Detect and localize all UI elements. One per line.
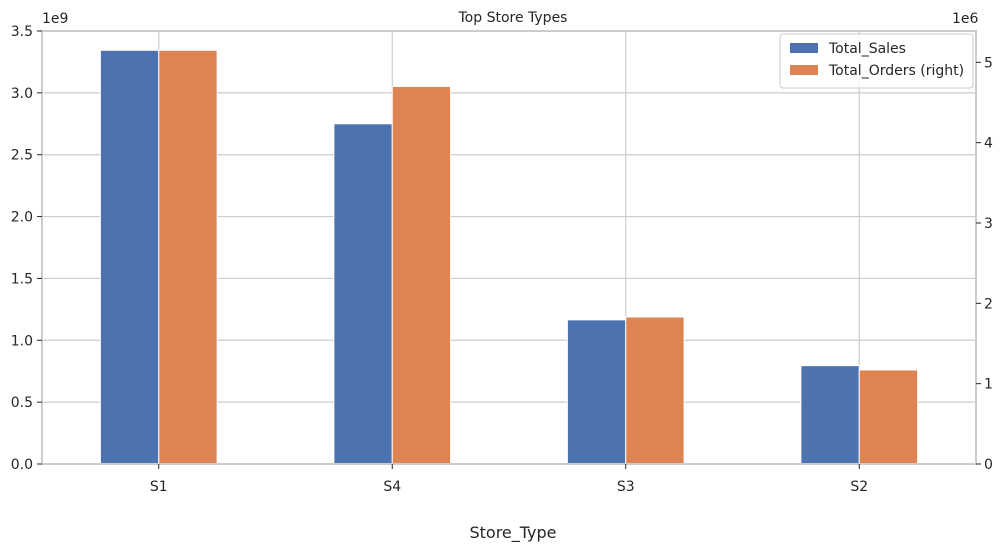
legend-swatch-total-orders [790, 65, 818, 75]
bar-total-orders-s4 [391, 85, 452, 465]
right-axis-tick-label: 5 [984, 55, 993, 71]
bar-total-sales-s4 [333, 123, 393, 465]
left-axis-tick-label: 1.5 [11, 271, 33, 287]
left-axis-tick-label: 3.0 [11, 86, 33, 102]
left-axis-tick-label: 2.5 [11, 148, 33, 164]
right-axis-tick-label: 2 [984, 296, 993, 312]
plot-frame [41, 30, 977, 465]
bar-total-orders-s2 [858, 369, 919, 465]
bar-total-sales-s1 [99, 49, 160, 465]
x-axis-tick-label: S3 [617, 479, 635, 495]
left-axis-tick-label: 0.0 [11, 457, 33, 473]
right-axis-multiplier: 1e6 [952, 11, 979, 27]
bar-total-sales-s2 [800, 365, 860, 465]
bar-total-sales-s3 [566, 319, 627, 465]
chart-title: Top Store Types [458, 10, 568, 26]
right-axis-tick-label: 3 [984, 216, 993, 232]
x-axis-tick-label: S4 [383, 479, 401, 495]
bar-total-orders-s3 [625, 316, 685, 465]
left-axis-tick-label: 0.5 [11, 395, 33, 411]
x-axis-tick-label: S1 [150, 479, 168, 495]
frame-layer [41, 30, 977, 465]
legend: Total_Sales Total_Orders (right) [779, 33, 974, 89]
left-axis-tick-label: 1.0 [11, 333, 33, 349]
ticks-layer: 0.0 0.5 1.0 1.5 2.0 2.5 3.0 3.5 0 1 2 3 4 5 S1 S4 S3 S2 [11, 24, 993, 495]
left-axis-tick-label: 2.0 [11, 210, 33, 226]
x-axis-tick-label: S2 [850, 479, 868, 495]
legend-swatch-total-sales [790, 43, 818, 53]
x-axis-label: Store_Type [469, 523, 556, 543]
right-axis-tick-label: 1 [984, 377, 993, 393]
bar-total-orders-s1 [158, 49, 218, 465]
left-axis-tick-label: 3.5 [11, 24, 33, 40]
legend-label-total-orders: Total_Orders (right) [828, 63, 964, 79]
legend-box [779, 33, 974, 89]
right-axis-tick-label: 0 [984, 457, 993, 473]
left-axis-multiplier: 1e9 [42, 11, 68, 27]
bars-layer [99, 49, 919, 465]
right-axis-tick-label: 4 [984, 136, 993, 152]
legend-label-total-sales: Total_Sales [828, 41, 906, 57]
